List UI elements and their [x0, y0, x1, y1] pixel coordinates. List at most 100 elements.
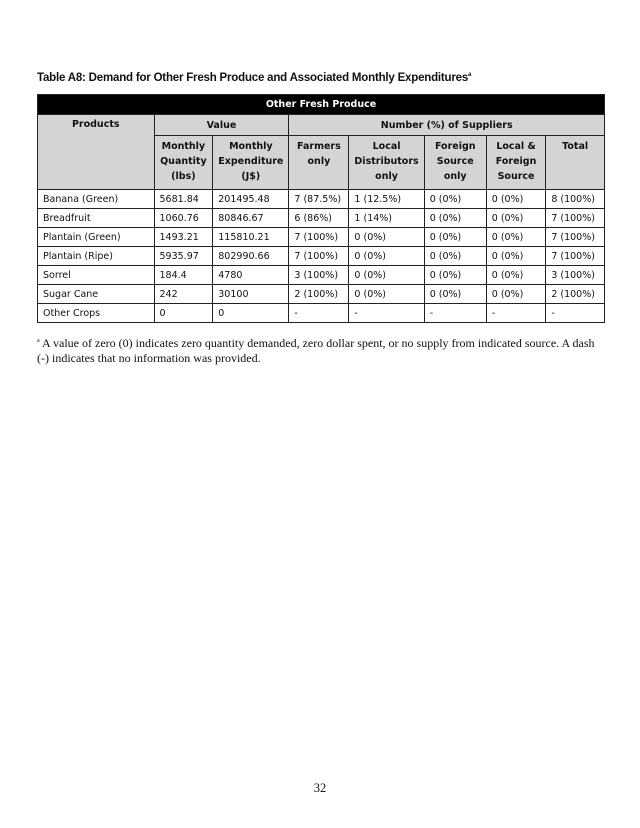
value-cell: 0 (0%): [423, 265, 487, 285]
footnote-mark: a: [37, 338, 40, 344]
value-cell: -: [545, 303, 605, 323]
value-cell: 0 (0%): [485, 284, 547, 304]
value-cell: 5935.97: [153, 246, 214, 266]
value-cell: 30100: [212, 284, 290, 304]
value-cell: -: [348, 303, 425, 323]
column-header: Monthly Quantity (lbs): [153, 135, 214, 190]
column-header-line: Monthly: [229, 141, 273, 152]
value-cell: 7 (100%): [545, 208, 605, 228]
value-cell: 0 (0%): [423, 189, 487, 209]
value-cell: 80846.67: [212, 208, 290, 228]
column-header-line: Expenditure: [218, 156, 284, 167]
product-name-cell: Banana (Green): [37, 189, 155, 209]
header-products: Products: [37, 114, 155, 190]
value-cell: 3 (100%): [288, 265, 350, 285]
value-cell: 7 (100%): [288, 246, 350, 266]
table-title: Table A8: Demand for Other Fresh Produce…: [37, 72, 471, 84]
value-cell: 1060.76: [153, 208, 214, 228]
value-cell: 3 (100%): [545, 265, 605, 285]
column-header: Local & Foreign Source: [485, 135, 547, 190]
footnote-text: A value of zero (0) indicates zero quant…: [37, 336, 595, 365]
product-name-cell: Plantain (Ripe): [37, 246, 155, 266]
value-cell: 0 (0%): [423, 246, 487, 266]
group-title: Other Fresh Produce: [37, 94, 605, 115]
value-cell: 7 (100%): [545, 227, 605, 247]
column-header-line: Foreign: [434, 141, 476, 152]
table-row: Other Crops 0 0- - - - -: [37, 303, 605, 323]
column-header: Total: [545, 135, 605, 190]
value-cell: 7 (100%): [545, 246, 605, 266]
produce-table: Other Fresh Produce Products Value Numbe…: [37, 94, 605, 323]
column-header-line: (J$): [241, 171, 261, 182]
value-cell: 1 (14%): [348, 208, 425, 228]
value-cell: 0: [153, 303, 214, 323]
value-cell: 5681.84: [153, 189, 214, 209]
column-header: Monthly Expenditure (J$): [212, 135, 290, 190]
table-row: Sorrel 184.4 4780 3 (100%) 0 (0%) 0 (0%) 0 (0%…: [37, 265, 605, 285]
product-name-cell: Sugar Cane: [37, 284, 155, 304]
header-value: Value: [153, 114, 290, 136]
column-header-line: Monthly: [161, 141, 206, 152]
value-cell: 0 (0%): [348, 246, 425, 266]
column-header: Farmers only: [288, 135, 350, 190]
column-header: Local Distributors only: [348, 135, 425, 190]
table-row: Plantain (Green) 1493.21 115810.21 7 (100%)…: [37, 227, 605, 247]
value-cell: 4780: [212, 265, 290, 285]
value-cell: 0 (0%): [485, 189, 547, 209]
column-header-line: only: [443, 171, 467, 182]
product-name-cell: Breadfruit: [37, 208, 155, 228]
value-cell: 0 (0%): [423, 227, 487, 247]
table-row: Sugar Cane 242 30100 2 (100%) 0 (0%) 0 (0%) 0 …: [37, 284, 605, 304]
value-cell: 242: [153, 284, 214, 304]
value-cell: 201495.48: [212, 189, 290, 209]
value-cell: 0: [212, 303, 290, 323]
product-name-cell: Sorrel: [37, 265, 155, 285]
column-header-line: Local &: [496, 141, 536, 152]
value-cell: 0 (0%): [485, 246, 547, 266]
value-cell: 802990.66: [212, 246, 290, 266]
value-cell: 1493.21: [153, 227, 214, 247]
header-suppliers: Number (%) of Suppliers: [288, 114, 605, 136]
title-text: Table A8: Demand for Other Fresh Produce…: [37, 72, 469, 84]
footnote: a A value of zero (0) indicates zero qua…: [37, 334, 605, 366]
table-row: Plantain (Ripe) 5935.97 802990.66 7 (100%) 0…: [37, 246, 605, 266]
value-cell: 7 (87.5%): [288, 189, 350, 209]
column-header-line: Source: [497, 171, 535, 182]
column-header-line: Farmers: [297, 141, 341, 152]
value-cell: -: [423, 303, 487, 323]
value-cell: 1 (12.5%): [348, 189, 425, 209]
value-cell: 8 (100%): [545, 189, 605, 209]
value-cell: 0 (0%): [348, 284, 425, 304]
column-header-line: Foreign: [495, 156, 537, 167]
page-number: 32: [313, 781, 327, 795]
title-superscript: a: [468, 72, 472, 79]
table-row: Banana (Green) 5681.84 201495.48 7 (87.5%) 1…: [37, 189, 605, 209]
value-cell: 2 (100%): [288, 284, 350, 304]
value-cell: 0 (0%): [485, 265, 547, 285]
table-row: Breadfruit 1060.76 80846.67 6 (86%) 1 (14%) 0…: [37, 208, 605, 228]
value-cell: 7 (100%): [288, 227, 350, 247]
column-header-line: Total: [562, 141, 589, 152]
value-cell: -: [288, 303, 350, 323]
value-cell: 115810.21: [212, 227, 290, 247]
value-cell: 2 (100%): [545, 284, 605, 304]
column-header: Foreign Source only: [423, 135, 487, 190]
value-cell: 0 (0%): [485, 227, 547, 247]
product-name-cell: Plantain (Green): [37, 227, 155, 247]
column-header-line: Source: [436, 156, 474, 167]
value-cell: 6 (86%): [288, 208, 350, 228]
column-header-line: only: [307, 156, 331, 167]
column-header-line: (lbs): [171, 171, 196, 182]
value-cell: 0 (0%): [423, 284, 487, 304]
product-name-cell: Other Crops: [37, 303, 155, 323]
value-cell: 0 (0%): [485, 208, 547, 228]
value-cell: 0 (0%): [348, 227, 425, 247]
column-header-line: Local: [372, 141, 401, 152]
value-cell: -: [485, 303, 547, 323]
column-header-line: Quantity: [160, 156, 207, 167]
value-cell: 0 (0%): [423, 208, 487, 228]
column-header-line: Distributors: [354, 156, 419, 167]
column-header-line: only: [375, 171, 398, 182]
value-cell: 184.4: [153, 265, 214, 285]
